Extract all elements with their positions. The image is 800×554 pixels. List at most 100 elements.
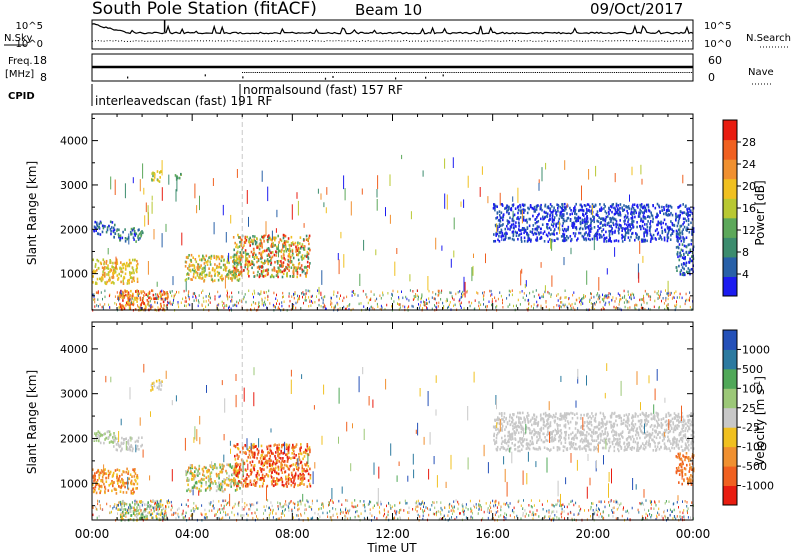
echo-cell — [579, 447, 581, 451]
echo-cell — [615, 222, 617, 226]
echo-cell — [667, 208, 669, 211]
noise-cell — [672, 295, 674, 299]
echo-cell — [226, 463, 228, 466]
echo-cell — [94, 226, 97, 229]
echo-cell — [682, 237, 685, 241]
echo-cell — [106, 280, 108, 284]
power-ylabel: Slant Range [km] — [25, 161, 39, 265]
echo-cell — [598, 236, 601, 239]
echo-cell — [285, 265, 287, 269]
streak-cell — [199, 195, 200, 211]
noise-cell — [155, 296, 157, 299]
noise-cell — [99, 303, 101, 306]
noise-cell — [195, 295, 196, 298]
echo-cell — [129, 510, 132, 513]
nave-dot — [377, 72, 379, 73]
noise-cell — [294, 292, 296, 295]
noise-cell — [559, 305, 561, 308]
echo-cell — [298, 452, 300, 456]
echo-cell — [228, 474, 230, 478]
echo-cell — [149, 296, 151, 299]
nave-label: Nave — [748, 67, 774, 78]
noise-cell — [560, 296, 562, 299]
echo-cell — [261, 449, 263, 453]
freq-tick-high: 18 — [33, 54, 47, 67]
echo-cell — [132, 512, 135, 515]
echo-cell — [634, 238, 636, 242]
echo-cell — [651, 237, 654, 240]
echo-cell — [246, 267, 249, 271]
echo-cell — [286, 453, 289, 456]
echo-cell — [507, 434, 509, 438]
echo-cell — [113, 236, 115, 239]
streak-cell — [471, 267, 473, 282]
echo-cell — [264, 261, 266, 264]
noise-cell — [564, 296, 566, 299]
noise-cell — [362, 289, 364, 293]
noise-cell — [412, 298, 414, 301]
noise-cell — [97, 298, 99, 301]
echo-cell — [118, 508, 121, 511]
echo-cell — [308, 242, 310, 246]
echo-cell — [96, 277, 99, 281]
noise-cell — [269, 302, 271, 305]
echo-cell — [601, 217, 603, 220]
echo-cell — [611, 411, 613, 415]
nave-dot — [627, 72, 629, 73]
echo-cell — [511, 231, 514, 234]
echo-cell — [233, 255, 236, 259]
noise-cell — [391, 292, 393, 296]
echo-cell — [96, 232, 99, 235]
echo-cell — [305, 234, 308, 238]
echo-cell — [261, 246, 263, 249]
echo-cell — [639, 436, 641, 440]
echo-cell — [136, 482, 139, 486]
noise-cell — [420, 300, 422, 304]
echo-cell — [210, 257, 212, 260]
noise-cell — [263, 304, 265, 307]
nave-dot — [531, 72, 533, 73]
echo-cell — [521, 203, 524, 207]
echo-cell — [196, 268, 199, 271]
nave-dot — [510, 72, 512, 73]
echo-cell — [192, 486, 194, 489]
echo-cell — [234, 444, 237, 448]
echo-cell — [619, 206, 621, 210]
nave-dot — [600, 72, 602, 73]
echo-cell — [226, 471, 228, 475]
echo-cell — [132, 292, 134, 296]
echo-cell — [288, 265, 290, 269]
noise-cell — [273, 305, 275, 308]
echo-cell — [536, 221, 538, 224]
echo-cell — [118, 228, 120, 232]
noise-cell — [462, 294, 464, 297]
echo-cell — [212, 279, 214, 283]
echo-cell — [298, 456, 300, 459]
echo-cell — [121, 436, 123, 440]
echo-cell — [250, 250, 253, 254]
echo-cell — [140, 444, 142, 448]
echo-cell — [95, 282, 97, 285]
noise-cell — [574, 302, 576, 305]
echo-cell — [653, 440, 655, 444]
echo-cell — [594, 233, 596, 237]
streak-cell — [245, 251, 247, 261]
echo-cell — [573, 221, 575, 224]
noise-cell — [526, 307, 528, 311]
echo-cell — [128, 477, 130, 481]
streak-cell — [175, 189, 177, 202]
echo-cell — [601, 207, 603, 211]
echo-cell — [116, 473, 118, 476]
echo-cell — [306, 443, 309, 446]
echo-cell — [288, 243, 291, 247]
echo-cell — [596, 232, 599, 236]
noise-cell — [283, 300, 285, 303]
echo-cell — [572, 225, 574, 229]
echo-cell — [197, 263, 200, 267]
noise-cell — [160, 294, 162, 298]
noise-cell — [254, 307, 255, 310]
noise-cell — [380, 297, 382, 300]
nave-dot — [319, 72, 320, 73]
echo-cell — [158, 382, 161, 385]
echo-cell — [520, 240, 523, 243]
